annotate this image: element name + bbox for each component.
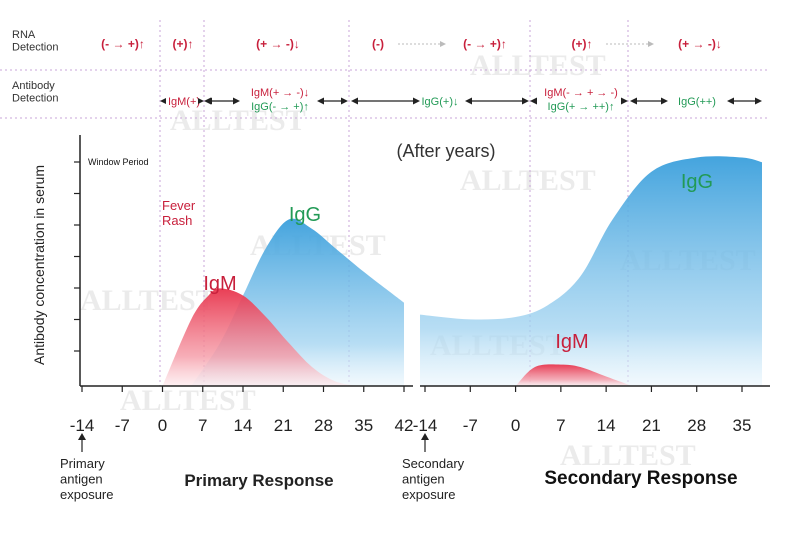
rna-cell-4: (-) — [372, 37, 384, 51]
arrow-igg-left-head-right — [413, 97, 420, 105]
rna-cell-5: (- → +)↑ — [463, 37, 507, 51]
arrow-sec-left — [530, 97, 537, 105]
arrow-igg2-left-head-right — [661, 97, 668, 105]
primary-response-title: Primary Response — [184, 471, 333, 490]
x-tick-label-secondary: 14 — [597, 416, 616, 435]
watermark-text: ALLTEST — [80, 284, 216, 317]
antibody-cell-igg-rise: IgG(- → +)↑ — [251, 101, 309, 113]
after-years-label: (After years) — [396, 141, 495, 161]
x-tick-label-primary: 21 — [274, 416, 293, 435]
rna-cell-6: (+)↑ — [572, 37, 593, 51]
fever-rash-label: Fever Rash — [162, 198, 196, 228]
antibody-cell-igg-increase: IgG(+ → ++)↑ — [548, 101, 615, 113]
antibody-cell-igm-pos: IgM(+) — [168, 96, 200, 108]
x-tick-label-primary: 14 — [234, 416, 253, 435]
secondary-exposure-label: Secondary antigen exposure — [402, 456, 465, 502]
arrow-igm-pos-left — [160, 98, 166, 104]
x-tick-label-primary: 42 — [395, 416, 414, 435]
antibody-header: Antibody Detection — [12, 80, 58, 105]
arrow-primary-right-head-right — [341, 97, 348, 105]
rna-dotted-arrowhead-2 — [648, 41, 654, 47]
watermark-text: ALLTEST — [460, 164, 596, 197]
rna-cell-3: (+ → -)↓ — [256, 37, 300, 51]
watermark-text: ALLTEST — [470, 49, 606, 82]
arrow-igm-window-head-right — [233, 97, 240, 105]
arrow-igg-right-head-right — [522, 97, 529, 105]
igg-area-secondary — [420, 156, 762, 386]
rna-cell-7: (+ → -)↓ — [678, 37, 722, 51]
x-tick-label-primary: -7 — [115, 416, 130, 435]
x-tick-label-secondary: 7 — [556, 416, 565, 435]
arrow-mid-left — [204, 97, 211, 105]
arrow-igg2-right-head-left — [727, 97, 734, 105]
x-axis-ticks: -14 -7 0 7 14 21 28 35 42 -14 -7 0 7 14 21 28 35 — [70, 386, 752, 435]
rna-cell-2: (+)↑ — [173, 37, 194, 51]
antibody-cell-igm-fall: IgM(+ → -)↓ — [251, 87, 309, 99]
watermark-text: ALLTEST — [170, 104, 306, 137]
x-tick-label-secondary: -14 — [413, 416, 438, 435]
x-tick-label-primary: 7 — [198, 416, 207, 435]
antibody-cell-igm-cycle: IgM(- → + → -) — [544, 87, 618, 99]
arrow-primary-right-head-left — [317, 97, 324, 105]
window-period-label: Window Period — [88, 157, 149, 167]
rna-cell-1: (- → +)↑ — [101, 37, 145, 51]
antibody-cell-igg-pos: IgG(+)↓ — [422, 96, 459, 108]
igm-area-primary — [162, 288, 358, 386]
igm-label-primary: IgM — [203, 273, 236, 295]
x-tick-label-secondary: 35 — [733, 416, 752, 435]
primary-exposure-label: Primary antigen exposure — [60, 456, 113, 502]
arrow-sec-right — [621, 97, 628, 105]
x-tick-label-primary: 28 — [314, 416, 333, 435]
x-tick-label-secondary: 28 — [687, 416, 706, 435]
x-tick-label-primary: 35 — [354, 416, 373, 435]
y-axis-ticks — [74, 161, 80, 352]
antibody-range-arrows — [160, 97, 762, 105]
arrow-igg2-right-head-right — [755, 97, 762, 105]
primary-exposure-arrowhead — [78, 433, 86, 440]
x-tick-label-primary: -14 — [70, 416, 95, 435]
arrow-igm-pos-right — [198, 98, 204, 104]
igg-label-secondary: IgG — [681, 171, 713, 193]
x-tick-label-primary: 0 — [158, 416, 167, 435]
y-axis-label: Antibody concentration in serum — [31, 165, 47, 365]
x-tick-label-secondary: 21 — [642, 416, 661, 435]
secondary-response-title: Secondary Response — [544, 468, 737, 489]
rna-header: RNA Detection — [12, 29, 58, 54]
arrow-igg2-left-head-left — [630, 97, 637, 105]
antibody-cell-igg-double: IgG(++) — [678, 96, 716, 108]
rna-dotted-arrowhead-1 — [440, 41, 446, 47]
igm-label-secondary: IgM — [555, 331, 588, 353]
x-tick-label-secondary: -7 — [463, 416, 478, 435]
x-tick-label-secondary: 0 — [511, 416, 520, 435]
arrow-igg-left-head-left — [351, 97, 358, 105]
igg-label-primary: IgG — [289, 204, 321, 226]
plot-areas — [162, 156, 762, 386]
secondary-exposure-arrowhead — [421, 433, 429, 440]
watermark-text: ALLTEST — [120, 384, 256, 417]
arrow-igg-right-head-left — [465, 97, 472, 105]
watermark-text: ALLTEST — [560, 439, 696, 472]
igm-area-secondary — [515, 364, 633, 386]
